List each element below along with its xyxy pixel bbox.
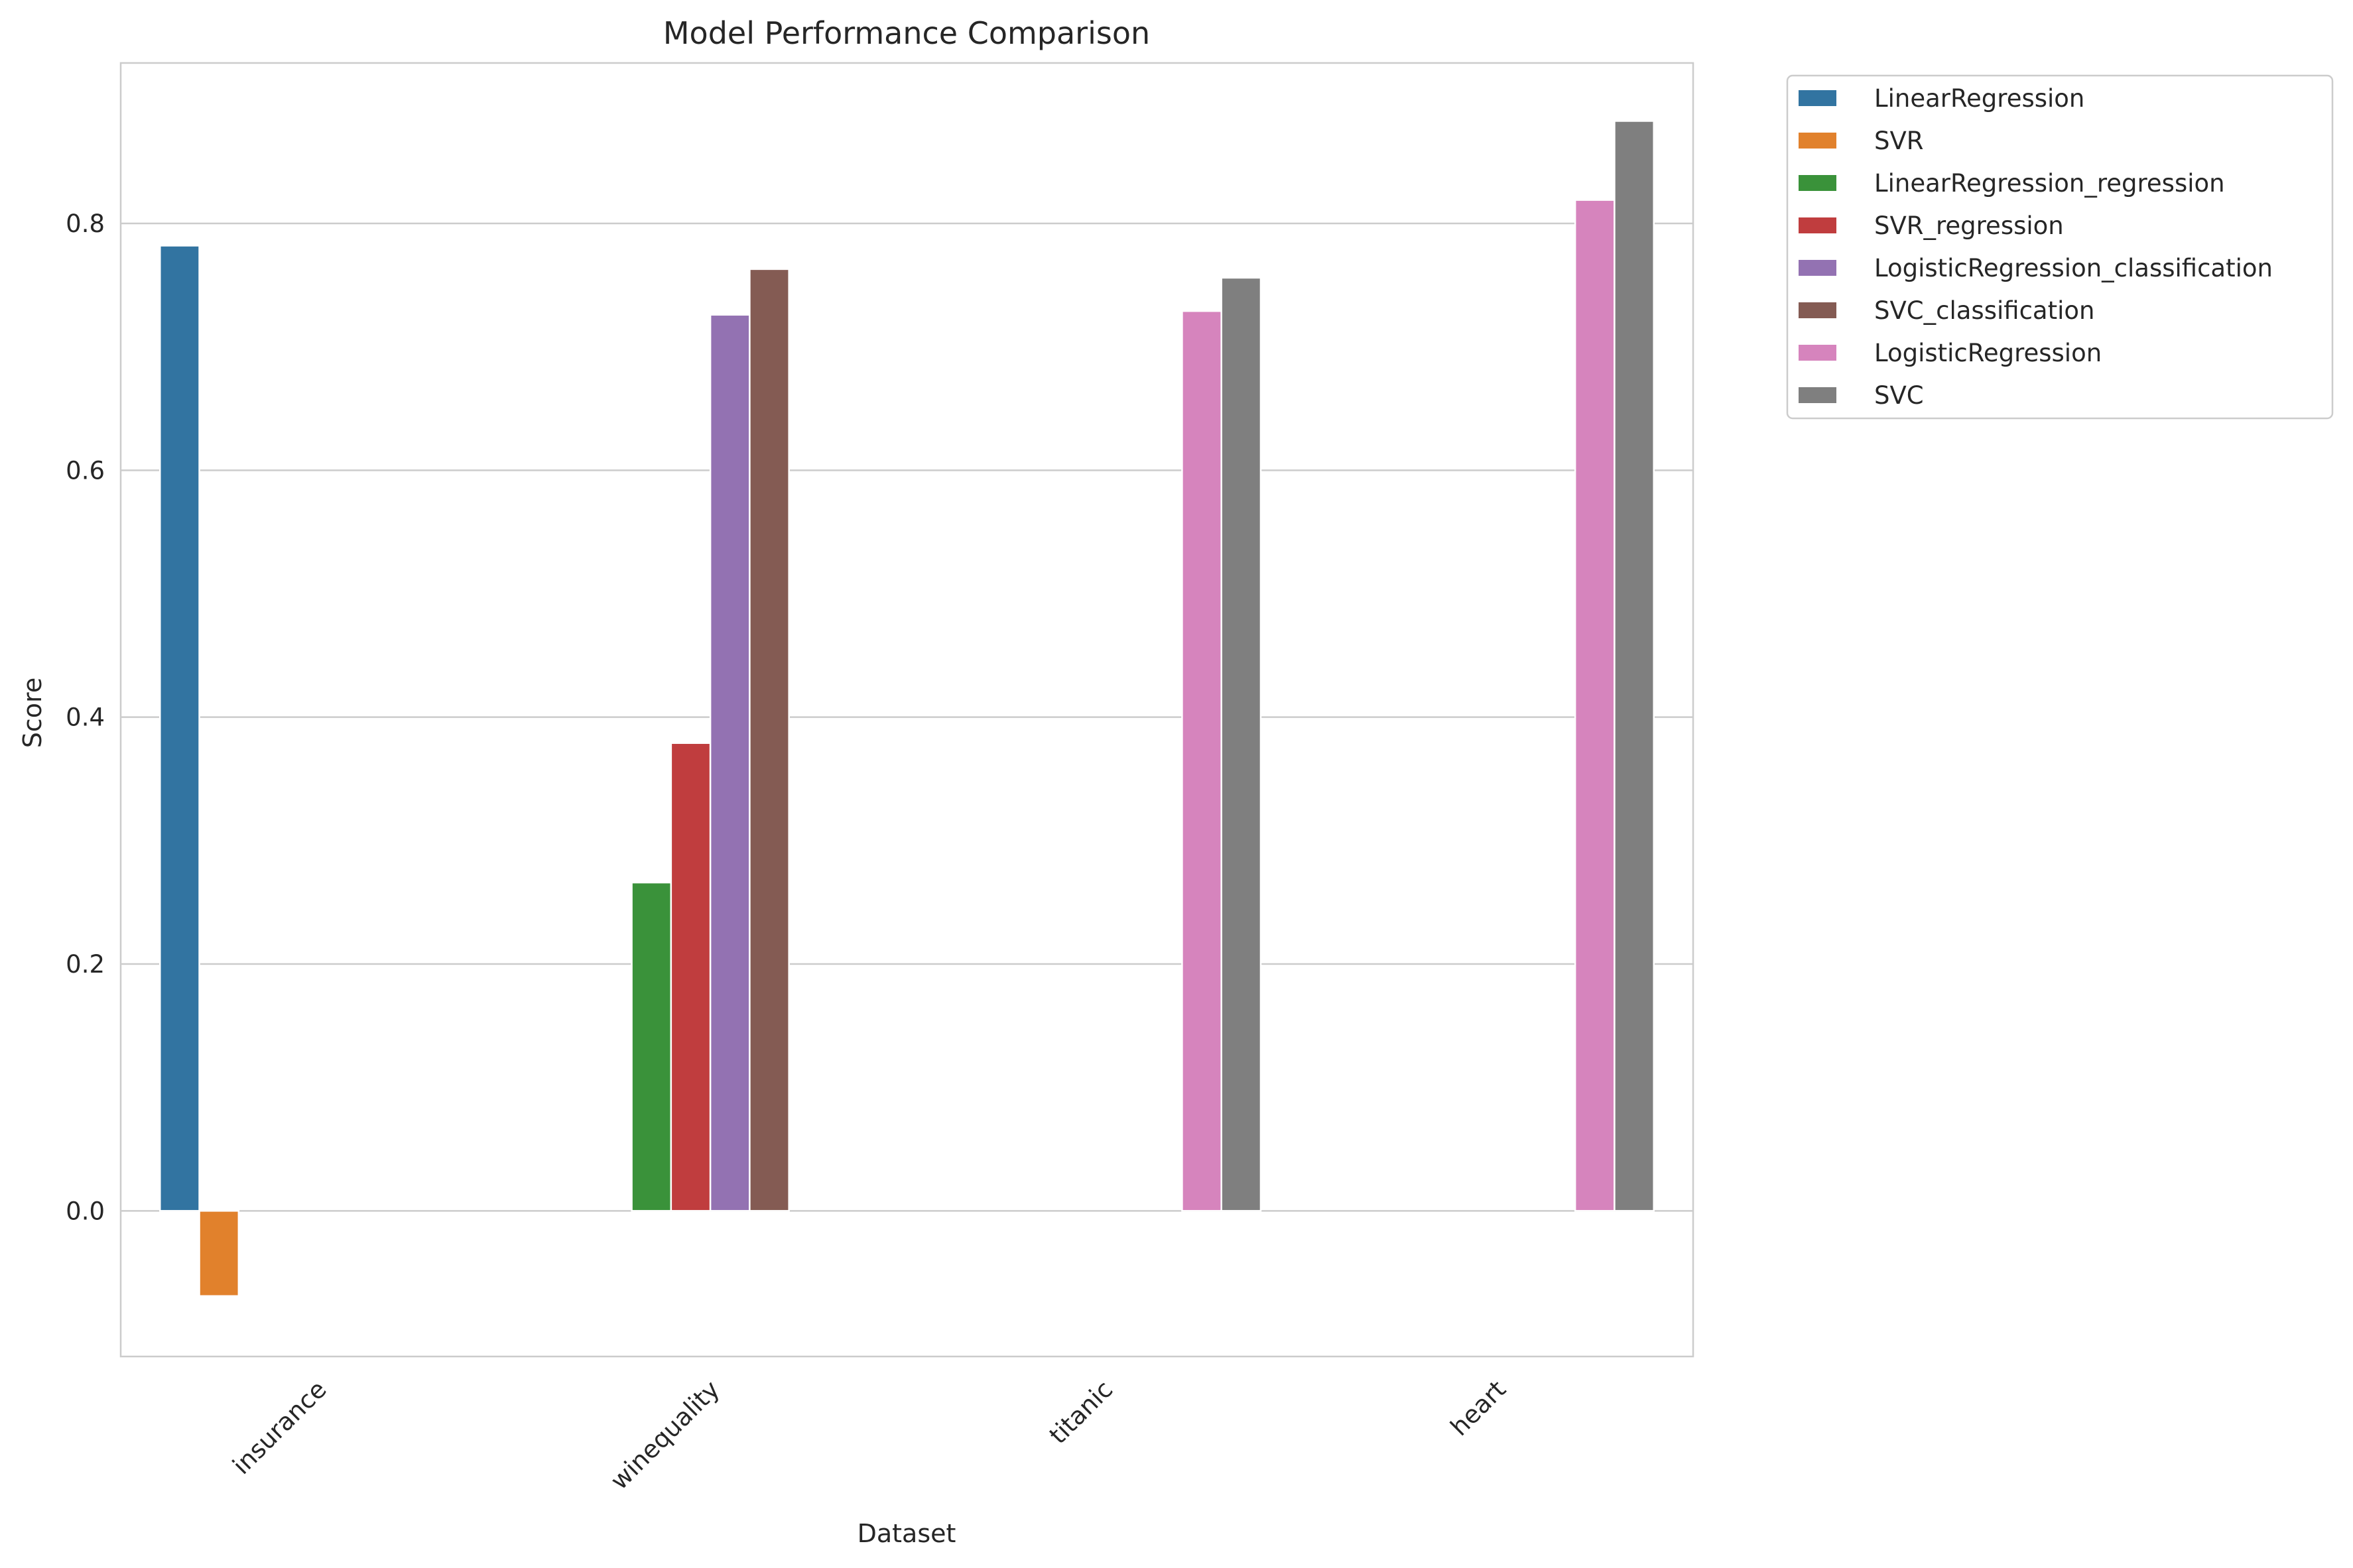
legend-item: SVC — [1799, 381, 1924, 410]
legend-frame — [1786, 74, 2334, 420]
legend-item: SVC_classification — [1799, 296, 2094, 325]
bar — [749, 268, 790, 1212]
legend-label: LinearRegression_regression — [1874, 169, 2225, 198]
bar — [1614, 120, 1655, 1212]
legend-label: LogisticRegression — [1874, 339, 2102, 367]
legend-item: SVR_regression — [1799, 211, 2064, 240]
x-tick-label: titanic — [1044, 1375, 1118, 1449]
x-tick-label: winequality — [605, 1375, 725, 1495]
y-tick-label: 0.8 — [66, 210, 105, 238]
legend-label: SVR — [1874, 127, 1924, 155]
legend-items: LinearRegression SVR LinearRegression_regr… — [1799, 84, 2273, 410]
legend-swatch — [1799, 90, 1836, 106]
bar — [198, 1210, 240, 1297]
x-tick-labels: insurance winequality titanic heart — [227, 1375, 1511, 1495]
bar — [709, 314, 751, 1212]
y-tick-labels: 0.0 0.2 0.4 0.6 0.8 — [66, 210, 105, 1225]
grid-lines — [121, 222, 1693, 1212]
bars — [159, 120, 1655, 1297]
legend-label: LogisticRegression_classification — [1874, 254, 2273, 282]
x-tick-label: heart — [1445, 1375, 1511, 1441]
legend-swatch — [1799, 302, 1836, 318]
legend-item: LinearRegression — [1799, 84, 2084, 113]
bar — [631, 881, 672, 1212]
y-tick-label: 0.0 — [66, 1197, 105, 1225]
legend: LinearRegression SVR LinearRegression_regr… — [1786, 74, 2334, 420]
legend-label: SVC_classification — [1874, 296, 2094, 325]
legend-item: LogisticRegression_classification — [1799, 254, 2273, 282]
x-axis-label: Dataset — [858, 1519, 956, 1548]
legend-item: LinearRegression_regression — [1799, 169, 2225, 198]
legend-label: SVR_regression — [1874, 211, 2064, 240]
y-axis-label: Score — [18, 678, 47, 748]
plot-frame — [119, 62, 1694, 1358]
bar — [159, 245, 200, 1212]
legend-swatch — [1799, 133, 1836, 149]
legend-swatch — [1799, 217, 1836, 233]
x-tick-label: insurance — [227, 1375, 332, 1480]
bar — [1574, 199, 1616, 1212]
chart-title: Model Performance Comparison — [663, 15, 1150, 51]
y-tick-label: 0.4 — [66, 703, 105, 732]
y-tick-label: 0.2 — [66, 950, 105, 979]
legend-swatch — [1799, 387, 1836, 403]
bar — [670, 742, 712, 1212]
legend-swatch — [1799, 260, 1836, 276]
legend-swatch — [1799, 345, 1836, 361]
bar — [1181, 310, 1222, 1212]
legend-label: SVC — [1874, 381, 1924, 410]
y-tick-label: 0.6 — [66, 456, 105, 485]
legend-item: SVR — [1799, 127, 1924, 155]
legend-swatch — [1799, 175, 1836, 191]
legend-item: LogisticRegression — [1799, 339, 2102, 367]
bar — [1220, 276, 1262, 1212]
legend-label: LinearRegression — [1874, 84, 2084, 113]
